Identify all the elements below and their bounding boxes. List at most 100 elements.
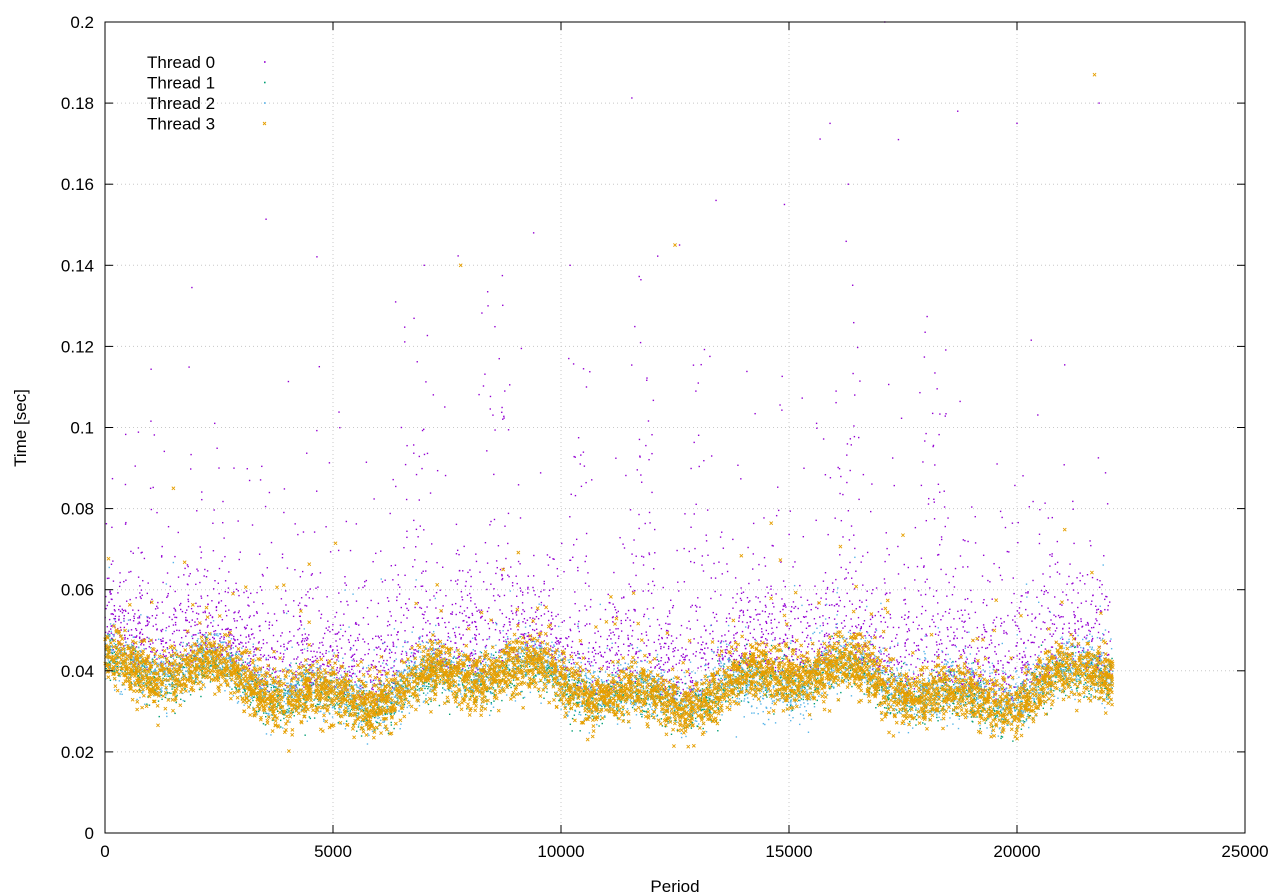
data-point-thread-0 bbox=[197, 645, 199, 647]
data-point-thread-0 bbox=[187, 565, 189, 568]
data-point-thread-0 bbox=[814, 585, 816, 587]
data-point-thread-0 bbox=[693, 687, 695, 690]
data-point-thread-0 bbox=[455, 553, 458, 555]
data-point-thread-0 bbox=[196, 510, 198, 512]
data-point-thread-0 bbox=[507, 542, 509, 545]
data-point-thread-0 bbox=[230, 628, 232, 631]
data-point-thread-0 bbox=[499, 630, 501, 632]
data-point-thread-0 bbox=[215, 606, 218, 608]
data-point-thread-0 bbox=[351, 655, 353, 657]
data-point-thread-1 bbox=[501, 678, 504, 680]
data-point-thread-0 bbox=[245, 590, 248, 592]
data-point-thread-0 bbox=[230, 646, 232, 648]
data-point-thread-0 bbox=[466, 594, 469, 596]
data-point-thread-0 bbox=[653, 584, 656, 587]
data-point-thread-0 bbox=[937, 613, 939, 615]
data-point-thread-0 bbox=[941, 642, 943, 645]
data-point-thread-0 bbox=[337, 656, 339, 659]
data-point-thread-0 bbox=[235, 660, 238, 662]
data-point-thread-0 bbox=[616, 667, 619, 669]
data-point-thread-0 bbox=[1091, 637, 1094, 640]
data-point-thread-0 bbox=[403, 614, 405, 616]
data-point-thread-0 bbox=[286, 647, 288, 650]
data-point-thread-0 bbox=[466, 621, 468, 623]
data-point-thread-0 bbox=[628, 645, 631, 647]
data-point-thread-0 bbox=[146, 668, 148, 671]
data-point-thread-0 bbox=[119, 626, 122, 629]
data-point-thread-0 bbox=[582, 451, 585, 453]
data-point-thread-0 bbox=[641, 555, 643, 558]
data-point-thread-1 bbox=[274, 686, 276, 688]
data-point-thread-0 bbox=[1027, 591, 1029, 593]
data-point-thread-1 bbox=[229, 677, 231, 680]
data-point-thread-0 bbox=[1098, 623, 1101, 626]
data-point-thread-0 bbox=[462, 570, 464, 572]
data-point-thread-0 bbox=[1087, 624, 1090, 626]
data-point-thread-1 bbox=[171, 682, 174, 684]
data-point-thread-0 bbox=[523, 610, 526, 613]
data-point-thread-0 bbox=[339, 426, 341, 429]
data-point-thread-1 bbox=[492, 654, 495, 657]
data-point-thread-1 bbox=[1089, 685, 1092, 688]
data-point-thread-0 bbox=[454, 580, 457, 582]
data-point-thread-0 bbox=[199, 629, 201, 632]
data-point-thread-0 bbox=[244, 628, 247, 630]
data-point-thread-1 bbox=[111, 638, 113, 641]
data-point-thread-0 bbox=[896, 659, 898, 661]
data-point-thread-0 bbox=[1080, 618, 1082, 620]
data-point-thread-0 bbox=[438, 624, 440, 626]
data-point-thread-0 bbox=[1003, 632, 1005, 634]
data-point-thread-1 bbox=[710, 712, 712, 714]
data-point-thread-0 bbox=[286, 567, 289, 569]
data-point-thread-0 bbox=[453, 664, 456, 666]
data-point-thread-0 bbox=[588, 663, 591, 665]
data-point-thread-0 bbox=[622, 643, 625, 645]
data-point-thread-0 bbox=[707, 554, 709, 556]
data-point-thread-0 bbox=[994, 671, 997, 673]
data-point-thread-0 bbox=[295, 676, 297, 678]
data-point-thread-0 bbox=[1029, 681, 1031, 683]
data-point-thread-1 bbox=[330, 703, 332, 706]
data-point-thread-1 bbox=[510, 686, 512, 689]
data-point-thread-1 bbox=[915, 718, 918, 721]
data-point-thread-0 bbox=[465, 615, 467, 617]
data-point-thread-0 bbox=[335, 640, 337, 642]
data-point-thread-0 bbox=[815, 422, 818, 425]
data-point-thread-0 bbox=[1006, 550, 1009, 553]
data-point-thread-0 bbox=[474, 671, 477, 673]
data-point-thread-0 bbox=[794, 561, 796, 563]
data-point-thread-0 bbox=[879, 668, 881, 671]
data-point-thread-0 bbox=[1011, 522, 1014, 524]
data-point-thread-0 bbox=[312, 597, 314, 600]
data-point-thread-0 bbox=[495, 623, 498, 625]
data-point-thread-0 bbox=[444, 643, 447, 646]
data-point-thread-0 bbox=[990, 635, 992, 637]
data-point-thread-0 bbox=[391, 687, 394, 689]
data-point-thread-0 bbox=[967, 566, 969, 568]
data-point-thread-0 bbox=[271, 656, 274, 659]
data-point-thread-0 bbox=[188, 366, 190, 368]
data-point-thread-0 bbox=[968, 683, 971, 686]
data-point-thread-0 bbox=[906, 630, 909, 633]
data-point-thread-0 bbox=[501, 578, 503, 581]
data-point-thread-0 bbox=[842, 627, 844, 629]
data-point-thread-0 bbox=[859, 606, 861, 608]
data-point-thread-0 bbox=[143, 638, 145, 640]
data-point-thread-0 bbox=[734, 640, 736, 642]
data-point-thread-0 bbox=[405, 498, 408, 501]
data-point-thread-0 bbox=[180, 636, 183, 639]
data-point-thread-0 bbox=[1053, 623, 1056, 626]
data-point-thread-0 bbox=[187, 598, 189, 601]
data-point-thread-0 bbox=[1024, 654, 1026, 656]
data-point-thread-0 bbox=[123, 617, 125, 620]
data-point-thread-1 bbox=[230, 652, 232, 654]
data-point-thread-0 bbox=[149, 650, 152, 653]
data-point-thread-0 bbox=[924, 581, 927, 583]
data-point-thread-0 bbox=[305, 605, 308, 607]
data-point-thread-0 bbox=[165, 655, 167, 657]
data-point-thread-0 bbox=[721, 573, 723, 575]
data-point-thread-0 bbox=[744, 647, 747, 650]
data-point-thread-0 bbox=[998, 643, 1000, 646]
data-point-thread-0 bbox=[331, 628, 334, 631]
data-point-thread-0 bbox=[794, 641, 797, 644]
